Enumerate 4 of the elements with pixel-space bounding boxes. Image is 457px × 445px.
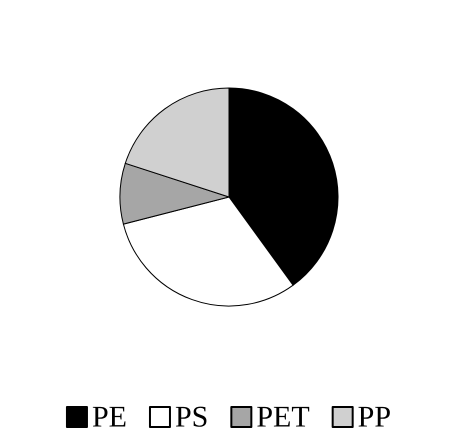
legend-label: PET: [256, 400, 310, 434]
legend-label: PS: [174, 400, 208, 434]
legend-label: PP: [358, 400, 392, 434]
legend-label: PE: [92, 400, 127, 434]
